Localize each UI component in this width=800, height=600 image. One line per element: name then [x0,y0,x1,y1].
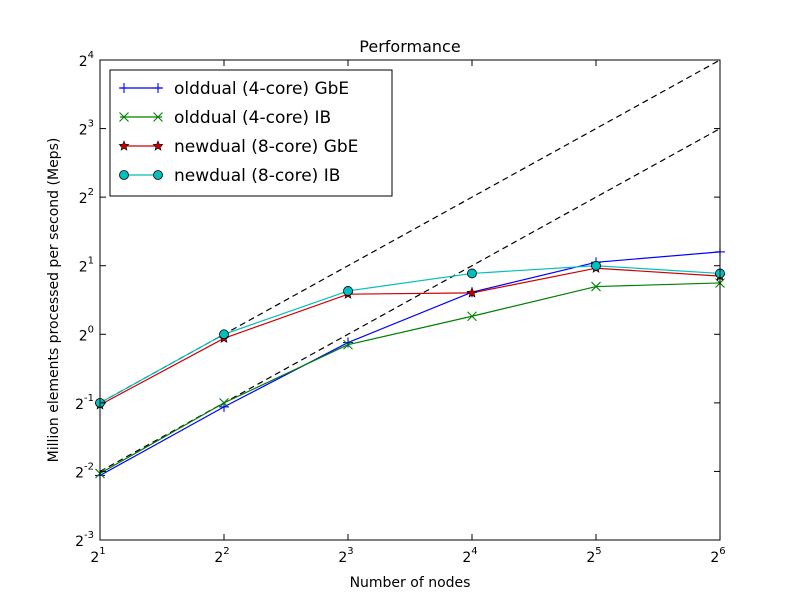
legend-marker-4-b [153,170,163,180]
y-tick-label-3: 2-1 [75,393,94,413]
y-tick-label-8-exp: 4 [88,50,94,61]
series-2-point-3-d2 [343,339,353,350]
x-axis-label: Number of nodes [350,575,471,591]
legend-marker-3-a [118,140,130,151]
x-tick-label-1-exp: 1 [99,546,105,557]
x-tick-label-2: 22 [214,546,229,566]
legend-marker-1-b [153,83,163,93]
series-4-point-3 [343,286,353,296]
x-tick-label-1-base: 2 [90,550,99,566]
legend-marker-4-a-shape [119,170,129,180]
legend: olddual (4-core) GbE olddual (4-core) IB n… [109,69,393,197]
y-axis-label: Million elements processed per second (M… [46,138,62,463]
series-2-point-3 [343,339,353,350]
y-tick-label-4: 20 [79,324,94,344]
y-tick-label-5-exp: 1 [88,256,94,267]
x-tick-label-6: 26 [710,546,725,566]
series-line-4 [99,265,721,404]
chart-title: Performance [359,37,460,56]
series-4-point-5-shape [591,260,601,271]
legend-marker-4-a [119,170,129,180]
y-tick-label-1-base: 2 [75,534,84,550]
series-4-point-2-shape [219,329,229,340]
series-2-point-2-d2 [219,397,229,408]
series-line-2 [99,282,721,474]
y-tick-label-7-base: 2 [79,123,88,139]
x-tick-label-4-exp: 4 [471,546,477,557]
y-tick-label-6: 22 [79,187,94,207]
legend-label-4: newdual (8-core) IB [174,166,340,186]
plot-frame [99,59,721,541]
series-2-point-5-d2 [591,281,601,292]
reference-line-2 [99,128,721,472]
x-tick-label-5: 25 [586,546,601,566]
series-4-point-3-shape [343,286,353,296]
legend-label-2: olddual (4-core) IB [174,108,331,128]
series-4-point-5 [591,260,601,271]
series-2-point-5 [591,281,601,292]
x-tick-label-2-exp: 2 [223,546,229,557]
legend-marker-3-b-shape [152,140,164,151]
series-4-point-2 [219,329,229,340]
x-tick-label-4-base: 2 [462,550,471,566]
legend-label-1: olddual (4-core) GbE [174,79,349,99]
reference-line-1 [99,59,721,404]
x-tick-label-2-base: 2 [214,550,223,566]
y-tick-label-6-base: 2 [79,191,88,207]
y-tick-label-8: 24 [79,50,94,70]
x-tick-label-1: 21 [90,546,105,566]
series-3-point-4-shape [466,287,478,298]
legend-marker-4-b-shape [153,170,163,180]
series-lines [99,251,721,476]
x-tick-label-4: 24 [462,546,477,566]
x-tick-label-3: 23 [338,546,353,566]
reference-lines [99,59,721,472]
y-tick-label-8-base: 2 [79,54,88,70]
series-line-1 [99,251,721,476]
x-tick-label-3-base: 2 [338,550,347,566]
legend-marker-2-b [153,112,163,122]
legend-marker-2-b-d2 [153,112,163,122]
series-4-point-4 [467,268,477,279]
x-axis-ticks: 21 22 23 24 25 26 [90,60,726,566]
y-tick-label-3-base: 2 [75,397,84,413]
legend-marker-2-a-d2 [119,112,129,122]
y-tick-label-4-exp: 0 [88,324,94,335]
y-tick-label-2-exp: -2 [84,461,94,472]
legend-label-3: newdual (8-core) GbE [174,137,358,157]
y-tick-label-4-base: 2 [79,328,88,344]
legend-marker-2-a [119,112,129,122]
series-2-point-4-d2 [467,311,477,322]
x-tick-label-3-exp: 3 [347,546,353,557]
y-tick-label-7: 23 [79,119,94,139]
y-tick-label-1-exp: -3 [84,530,94,541]
legend-marker-3-b [152,140,164,151]
series-3-point-4 [466,287,478,298]
legend-marker-1-a [119,83,129,93]
x-tick-label-5-exp: 5 [595,546,601,557]
series-2-point-2 [219,397,229,408]
x-tick-label-6-exp: 6 [719,546,725,557]
legend-marker-3-a-shape [118,140,130,151]
y-tick-label-5: 21 [79,256,94,276]
series-2-point-4 [467,311,477,322]
y-tick-label-2: 2-2 [75,461,94,481]
y-tick-label-1: 2-3 [75,530,94,550]
series-1-point-3 [343,337,353,348]
y-tick-label-2-base: 2 [75,465,84,481]
y-tick-label-6-exp: 2 [88,187,94,198]
x-tick-label-5-base: 2 [586,550,595,566]
y-tick-label-5-base: 2 [79,260,88,276]
series-4-point-4-shape [467,268,477,279]
y-tick-label-3-exp: -1 [84,393,94,404]
x-tick-label-6-base: 2 [710,550,719,566]
y-tick-label-7-exp: 3 [88,119,94,130]
series-line-3 [99,267,721,406]
